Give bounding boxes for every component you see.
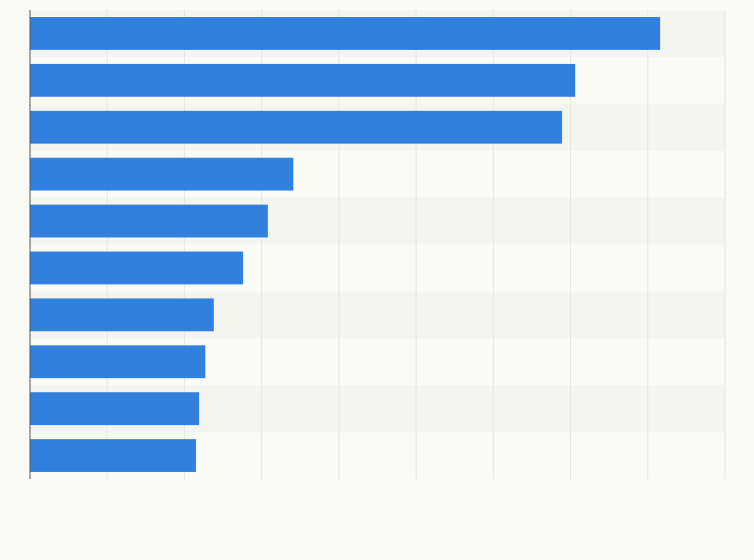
bar bbox=[30, 63, 576, 97]
bar bbox=[30, 157, 294, 191]
bar bbox=[30, 345, 206, 379]
bar bbox=[30, 298, 214, 332]
bar bbox=[30, 439, 197, 472]
bar bbox=[30, 204, 268, 238]
bar bbox=[30, 17, 661, 50]
bar bbox=[30, 110, 563, 144]
bar bbox=[30, 251, 244, 285]
bar bbox=[30, 392, 200, 426]
